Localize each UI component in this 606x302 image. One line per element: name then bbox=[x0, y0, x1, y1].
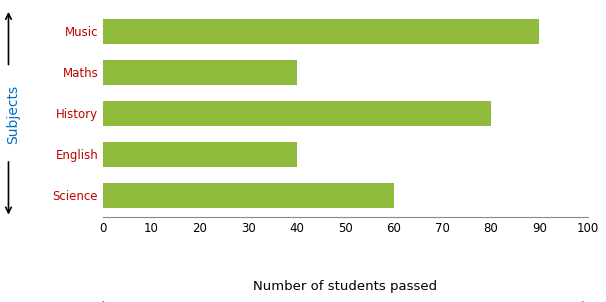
Bar bbox=[103, 142, 297, 167]
Bar bbox=[103, 18, 539, 44]
Text: Subjects: Subjects bbox=[6, 85, 21, 144]
Bar bbox=[103, 101, 491, 126]
Bar bbox=[103, 182, 394, 208]
Bar bbox=[103, 59, 297, 85]
Text: Number of students passed: Number of students passed bbox=[253, 280, 438, 294]
